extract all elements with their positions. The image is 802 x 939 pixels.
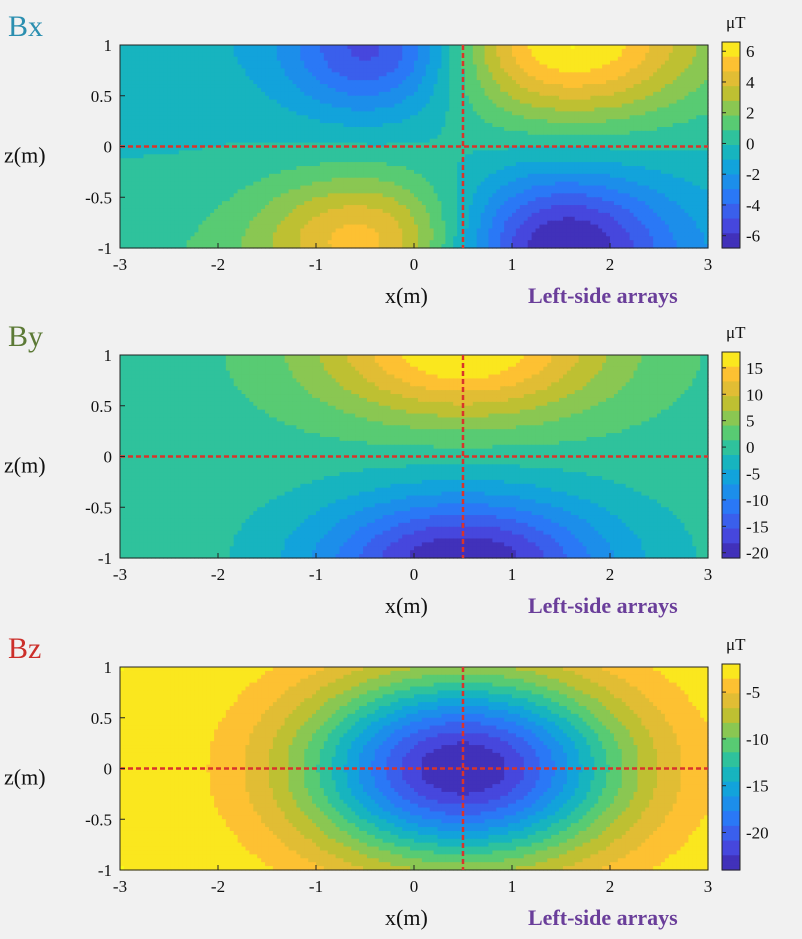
x-tick-label: -2: [211, 255, 225, 274]
colorbar-tick-label: 4: [746, 73, 755, 92]
x-tick-label: -3: [113, 565, 127, 584]
y-tick-label: -1: [98, 549, 112, 568]
x-tick-label: 2: [606, 565, 615, 584]
y-tick-label: -0.5: [85, 188, 112, 207]
y-tick-label: 0: [104, 138, 113, 157]
colorbar-tick-label: -15: [746, 777, 769, 796]
colorbar-tick-label: -5: [746, 464, 760, 483]
heatmap-field: [120, 45, 709, 249]
panel-title: By: [8, 320, 43, 353]
panel-bx: Bx -3 -2 -1 0 1 2 3 1 0.5 0 -0.5 -1 z(m) x(m) Left-side…: [4, 10, 761, 308]
panel-title: Bz: [8, 632, 41, 665]
x-axis-label: x(m): [385, 593, 428, 618]
x-tick-label: -2: [211, 877, 225, 896]
colorbar-tick-label: -20: [746, 824, 769, 843]
x-tick-label: 0: [410, 877, 419, 896]
x-tick-label: 3: [704, 877, 713, 896]
x-tick-label: 1: [508, 877, 517, 896]
colorbar-unit: μT: [726, 635, 746, 654]
y-tick-label: 0.5: [91, 87, 112, 106]
x-tick-label: -1: [309, 877, 323, 896]
colorbar-tick-label: -6: [746, 227, 760, 246]
y-axis-label: z(m): [4, 765, 46, 790]
colorbar-tick-label: 0: [746, 134, 755, 153]
panel-bz: Bz-3 -2 -1 0 1 2 310.50-0.5-1z(m)x(m) Left-side…: [4, 632, 769, 930]
y-axis-label: z(m): [4, 143, 46, 168]
y-tick-label: -1: [98, 239, 112, 258]
y-tick-label: -0.5: [85, 810, 112, 829]
panel-caption: Left-side arrays: [528, 283, 678, 308]
x-tick-label: 1: [508, 565, 517, 584]
x-tick-label: 2: [606, 255, 615, 274]
colorbar-tick-label: -20: [746, 544, 769, 563]
colorbar-tick-label: 15: [746, 359, 763, 378]
x-axis-label: x(m): [385, 905, 428, 930]
panel-title: Bx: [8, 10, 43, 43]
y-tick-label: 1: [104, 346, 113, 365]
colorbar-tick-label: -4: [746, 196, 761, 215]
y-tick-label: 1: [104, 36, 113, 55]
colorbar-tick-label: 6: [746, 42, 755, 61]
y-tick-label: -0.5: [85, 498, 112, 517]
colorbar-unit: μT: [726, 13, 746, 32]
colorbar-tick-label: 10: [746, 385, 763, 404]
colorbar: [721, 663, 741, 871]
heatmap-field: [120, 667, 709, 871]
x-tick-label: 0: [410, 255, 419, 274]
colorbar-tick-label: 5: [746, 412, 755, 431]
x-tick-label: -2: [211, 565, 225, 584]
colorbar-tick-label: -10: [746, 730, 769, 749]
x-tick-label: 1: [508, 255, 517, 274]
y-tick-label: 0: [104, 448, 113, 467]
colorbar-tick-label: -15: [746, 517, 769, 536]
colorbar: [721, 41, 741, 249]
y-tick-label: 1: [104, 658, 113, 677]
x-axis-label: x(m): [385, 283, 428, 308]
colorbar: [721, 351, 741, 559]
x-tick-label: -1: [309, 255, 323, 274]
y-tick-label: -1: [98, 861, 112, 880]
y-axis-label: z(m): [4, 453, 46, 478]
x-tick-label: 3: [704, 255, 713, 274]
colorbar-tick-label: -10: [746, 491, 769, 510]
colorbar-tick-label: -5: [746, 683, 760, 702]
panel-caption: Left-side arrays: [528, 905, 678, 930]
y-tick-label: 0.5: [91, 709, 112, 728]
x-tick-label: -3: [113, 255, 127, 274]
colorbar-tick-label: 2: [746, 104, 755, 123]
panel-by: By-3 -2 -1 0 1 2 310.50-0.5-1z(m)x(m) Left-side…: [4, 320, 769, 618]
x-tick-label: 2: [606, 877, 615, 896]
x-tick-label: 0: [410, 565, 419, 584]
x-tick-label: 3: [704, 565, 713, 584]
x-tick-label: -1: [309, 565, 323, 584]
y-tick-label: 0.5: [91, 397, 112, 416]
colorbar-tick-label: -2: [746, 165, 760, 184]
colorbar-unit: μT: [726, 323, 746, 342]
panel-caption: Left-side arrays: [528, 593, 678, 618]
colorbar-tick-label: 0: [746, 438, 755, 457]
x-tick-label: -3: [113, 877, 127, 896]
y-tick-label: 0: [104, 760, 113, 779]
